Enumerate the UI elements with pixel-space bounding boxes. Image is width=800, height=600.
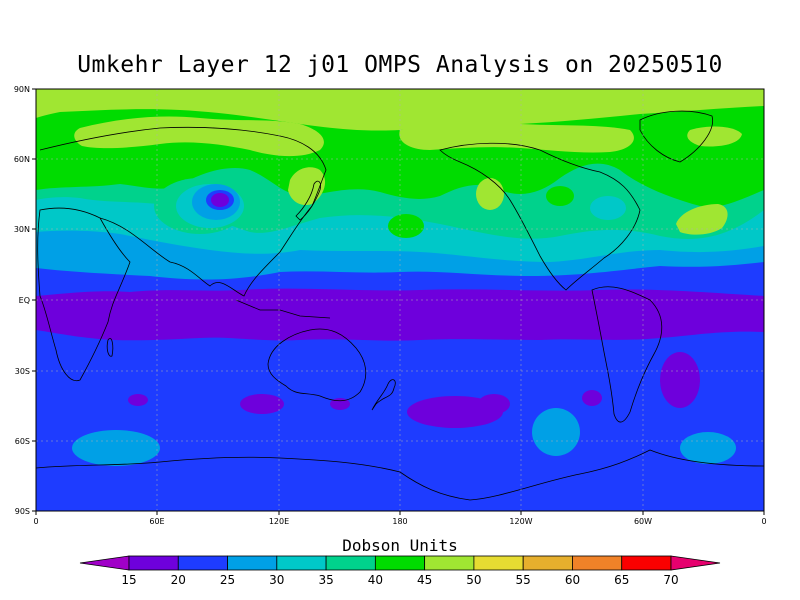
colorbar-swatch <box>522 555 573 571</box>
colorbar-level-label: 25 <box>220 573 235 587</box>
contour-patch-25-30-south-1 <box>72 430 160 466</box>
colorbar-level-label: 30 <box>269 573 284 587</box>
lon-label: 120E <box>269 517 289 526</box>
colorbar-level-label: 40 <box>368 573 383 587</box>
contour-patch-45-50-eurasia <box>74 116 324 157</box>
lat-label: EQ <box>19 296 30 305</box>
lon-label: 0 <box>33 517 38 526</box>
colorbar-swatch <box>572 555 623 571</box>
lon-label: 60E <box>149 517 164 526</box>
contour-patch-40-45-us <box>546 186 574 206</box>
colorbar-swatch <box>276 555 327 571</box>
colorbar-level-label: 55 <box>516 573 531 587</box>
coastline-indonesia <box>235 299 331 319</box>
colorbar-swatch-above <box>670 555 721 571</box>
colorbar-swatch-below <box>79 555 130 571</box>
lat-label: 60N <box>14 155 30 164</box>
lat-label: 60S <box>15 437 30 446</box>
coastline-japan <box>295 180 321 221</box>
colorbar-level-label: 70 <box>663 573 678 587</box>
lat-label: 90N <box>14 85 30 94</box>
colorbar-level-label: 20 <box>171 573 186 587</box>
coastline-madagascar <box>106 338 114 357</box>
contour-patch-15-20-south-pacific-2 <box>478 394 510 414</box>
lat-label: 30N <box>14 225 30 234</box>
grid-lines <box>36 89 764 511</box>
coastline-north-america <box>439 142 641 291</box>
lon-label: 0 <box>761 517 766 526</box>
contour-patch-15-20-south-atlantic <box>128 394 148 406</box>
contour-patch-30-35-atlantic <box>590 196 626 220</box>
colorbar-swatch <box>424 555 475 571</box>
contour-patch-15-20-tasman <box>330 398 350 410</box>
colorbar-level-label: 35 <box>318 573 333 587</box>
coastline-new-zealand <box>371 379 396 411</box>
lat-label: 30S <box>15 367 30 376</box>
contour-patch-45-50-atlantic <box>676 204 728 235</box>
contour-patch-45-50-arctic-pacific <box>399 123 634 153</box>
colorbar-swatch <box>325 555 376 571</box>
coastline-south-america <box>591 286 663 423</box>
colorbar-level-label: 15 <box>121 573 136 587</box>
lon-label: 120W <box>509 517 532 526</box>
contour-patch-15-20-argentine <box>582 390 602 406</box>
colorbar-swatch <box>473 555 524 571</box>
lon-label: 180 <box>392 517 407 526</box>
coastline-antarctica <box>36 449 764 501</box>
contour-patch-45-50-greenland <box>687 126 742 147</box>
contour-patch-15-20-south-indian <box>240 394 284 414</box>
colorbar-title: Dobson Units <box>342 536 458 555</box>
contour-patch-25-30-south-2 <box>532 408 580 456</box>
coastline-africa <box>37 207 131 382</box>
contour-patch-40-45-pacific <box>388 214 424 238</box>
colorbar-swatch <box>227 555 278 571</box>
contour-patch-15-20-mongolia <box>211 193 229 207</box>
colorbar-swatch <box>177 555 228 571</box>
colorbar-swatch <box>374 555 426 571</box>
tick-marks <box>32 88 765 515</box>
map-title: Umkehr Layer 12 j01 OMPS Analysis on 202… <box>77 52 723 78</box>
coastline-eurasia <box>39 126 327 297</box>
coastline-australia <box>267 328 367 402</box>
colorbar-level-label: 45 <box>417 573 432 587</box>
lat-label: 90S <box>15 507 30 516</box>
contour-patch-15-20-south-america <box>660 352 700 408</box>
colorbar-level-label: 65 <box>614 573 629 587</box>
colorbar-level-label: 50 <box>466 573 481 587</box>
colorbar-swatch <box>128 555 179 571</box>
colorbar-swatch <box>621 555 672 571</box>
coastline-greenland <box>639 110 713 163</box>
contour-patch-25-30-south-3 <box>680 432 736 464</box>
colorbar: 15 20 25 30 35 40 45 50 55 60 65 70 <box>79 555 721 587</box>
coastlines <box>36 110 764 501</box>
contour-patch-45-50-north-pacific <box>476 178 504 210</box>
lon-label: 60W <box>634 517 652 526</box>
colorbar-level-label: 60 <box>565 573 580 587</box>
contour-patch-45-50-kamchatka <box>288 167 326 206</box>
